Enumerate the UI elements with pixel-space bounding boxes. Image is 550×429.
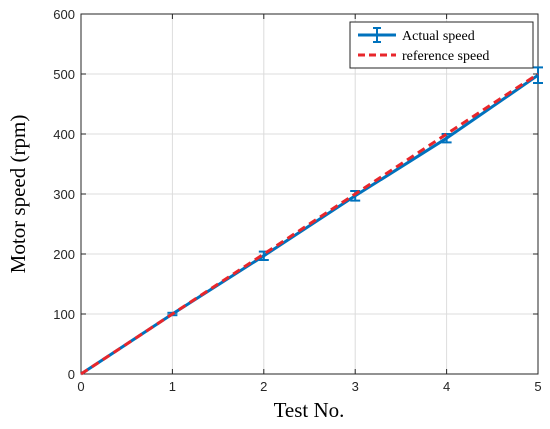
series-layer (80, 66, 543, 376)
legend-label-reference-speed: reference speed (402, 49, 489, 64)
x-tick-label: 3 (352, 379, 359, 394)
x-tick-label: 0 (77, 379, 84, 394)
y-tick-label: 300 (53, 187, 75, 202)
y-tick-label: 200 (53, 247, 75, 262)
legend-box (349, 21, 534, 69)
y-tick-label: 100 (53, 307, 75, 322)
legend-label-actual-speed: Actual speed (402, 29, 475, 44)
y-tick-label: 600 (53, 7, 75, 22)
x-axis-label: Test No. (274, 398, 345, 422)
x-tick-label: 1 (169, 379, 176, 394)
y-tick-label: 0 (68, 367, 75, 382)
x-tick-label: 2 (260, 379, 267, 394)
series-line-reference-speed (80, 72, 539, 376)
y-axis-label: Motor speed (rpm) (6, 115, 30, 274)
legend: Actual speed reference speed (349, 21, 534, 69)
axes: 0 1 2 3 4 5 0 100 200 300 400 500 600 (53, 7, 541, 394)
y-tick-label: 400 (53, 127, 75, 142)
x-tick-label: 4 (443, 379, 450, 394)
x-tick-label: 5 (534, 379, 541, 394)
y-tick-label: 500 (53, 67, 75, 82)
